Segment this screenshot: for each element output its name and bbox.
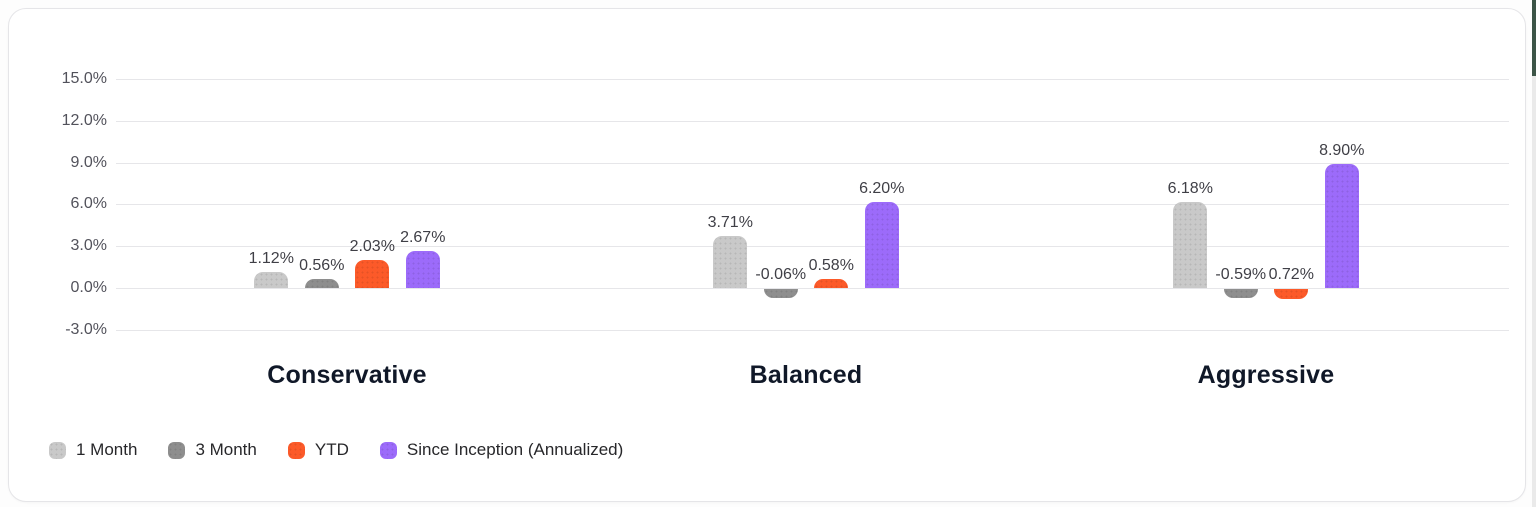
bar-value-label: 0.56% (299, 257, 345, 274)
bar-value-label: 3.71% (707, 214, 753, 232)
category-label-balanced: Balanced (749, 361, 863, 389)
legend-swatch-icon (49, 441, 66, 459)
legend-item-label: 1 Month (76, 440, 138, 459)
legend-swatch-icon (168, 441, 186, 459)
category-label-aggressive: Aggressive (1197, 361, 1335, 389)
bar-1-month-conservative[interactable] (254, 272, 289, 288)
y-axis-tick-label: 0.0% (70, 279, 107, 296)
bar-3-month-balanced[interactable] (763, 289, 798, 298)
legend-swatch-icon (379, 441, 397, 459)
gridline (116, 329, 1509, 331)
bar-ytd-balanced[interactable] (814, 279, 849, 288)
bar-value-label: 6.20% (859, 179, 905, 197)
bar-since-inception-annualized-aggressive[interactable] (1324, 164, 1359, 288)
bar-ytd-conservative[interactable] (355, 259, 390, 288)
bar-value-label: 1.12% (248, 250, 294, 268)
bar-value-label: 2.03% (349, 237, 395, 255)
gridline (116, 120, 1509, 122)
legend-item-label: Since Inception (Annualized) (406, 440, 624, 459)
bar-3-month-aggressive[interactable] (1223, 289, 1258, 298)
y-axis-tick-label: -3.0% (65, 320, 107, 338)
gridline (116, 204, 1509, 206)
y-axis-tick-label: 6.0% (70, 195, 107, 213)
bar-value-label: 6.18% (1167, 179, 1213, 197)
gridline (116, 162, 1509, 164)
bar-value-label: 0.72% (1268, 266, 1314, 283)
bar-value-label: 8.90% (1319, 142, 1365, 160)
bar-value-label: 0.58% (808, 257, 854, 274)
bar-value-label: -0.59% (1215, 266, 1267, 283)
y-axis-tick-label: 9.0% (70, 153, 107, 171)
performance-chart-card: 15.0% 12.0% 9.0% 6.0% 3.0% 0.0% -3.0% 1.12% 0.56… (8, 8, 1526, 502)
legend-item-3-month[interactable]: 3 Month (168, 439, 257, 461)
bar-1-month-balanced[interactable] (713, 236, 748, 288)
bar-3-month-conservative[interactable] (304, 279, 339, 288)
grouped-bar-chart: 15.0% 12.0% 9.0% 6.0% 3.0% 0.0% -3.0% 1.12% 0.56… (9, 9, 1525, 501)
y-axis-tick-label: 12.0% (61, 111, 107, 129)
gridline (116, 246, 1509, 248)
bar-since-inception-annualized-conservative[interactable] (405, 250, 440, 288)
gridline (116, 288, 1509, 289)
bar-value-label: 2.67% (400, 228, 446, 246)
bar-1-month-aggressive[interactable] (1173, 201, 1208, 288)
legend-item-ytd[interactable]: YTD (287, 439, 349, 461)
legend-item-1-month[interactable]: 1 Month (49, 439, 137, 461)
scrollbar-thumb[interactable] (1532, 0, 1536, 76)
y-axis-tick-label: 15.0% (61, 70, 107, 88)
legend-item-label: YTD (314, 440, 349, 459)
legend-swatch-icon (287, 441, 305, 459)
bar-ytd-aggressive[interactable] (1274, 289, 1309, 300)
legend-item-label: 3 Month (195, 440, 257, 459)
category-label-conservative: Conservative (267, 361, 427, 389)
gridline (116, 79, 1509, 81)
scrollbar-track[interactable] (1532, 0, 1536, 507)
legend-item-since-inception-annualized[interactable]: Since Inception (Annualized) (379, 439, 624, 461)
y-axis-tick-label: 3.0% (70, 237, 107, 255)
bar-since-inception-annualized-balanced[interactable] (864, 201, 899, 288)
chart-legend: 1 Month 3 Month YTD Since Inception (Annual… (49, 439, 623, 461)
bar-value-label: -0.06% (755, 266, 807, 283)
